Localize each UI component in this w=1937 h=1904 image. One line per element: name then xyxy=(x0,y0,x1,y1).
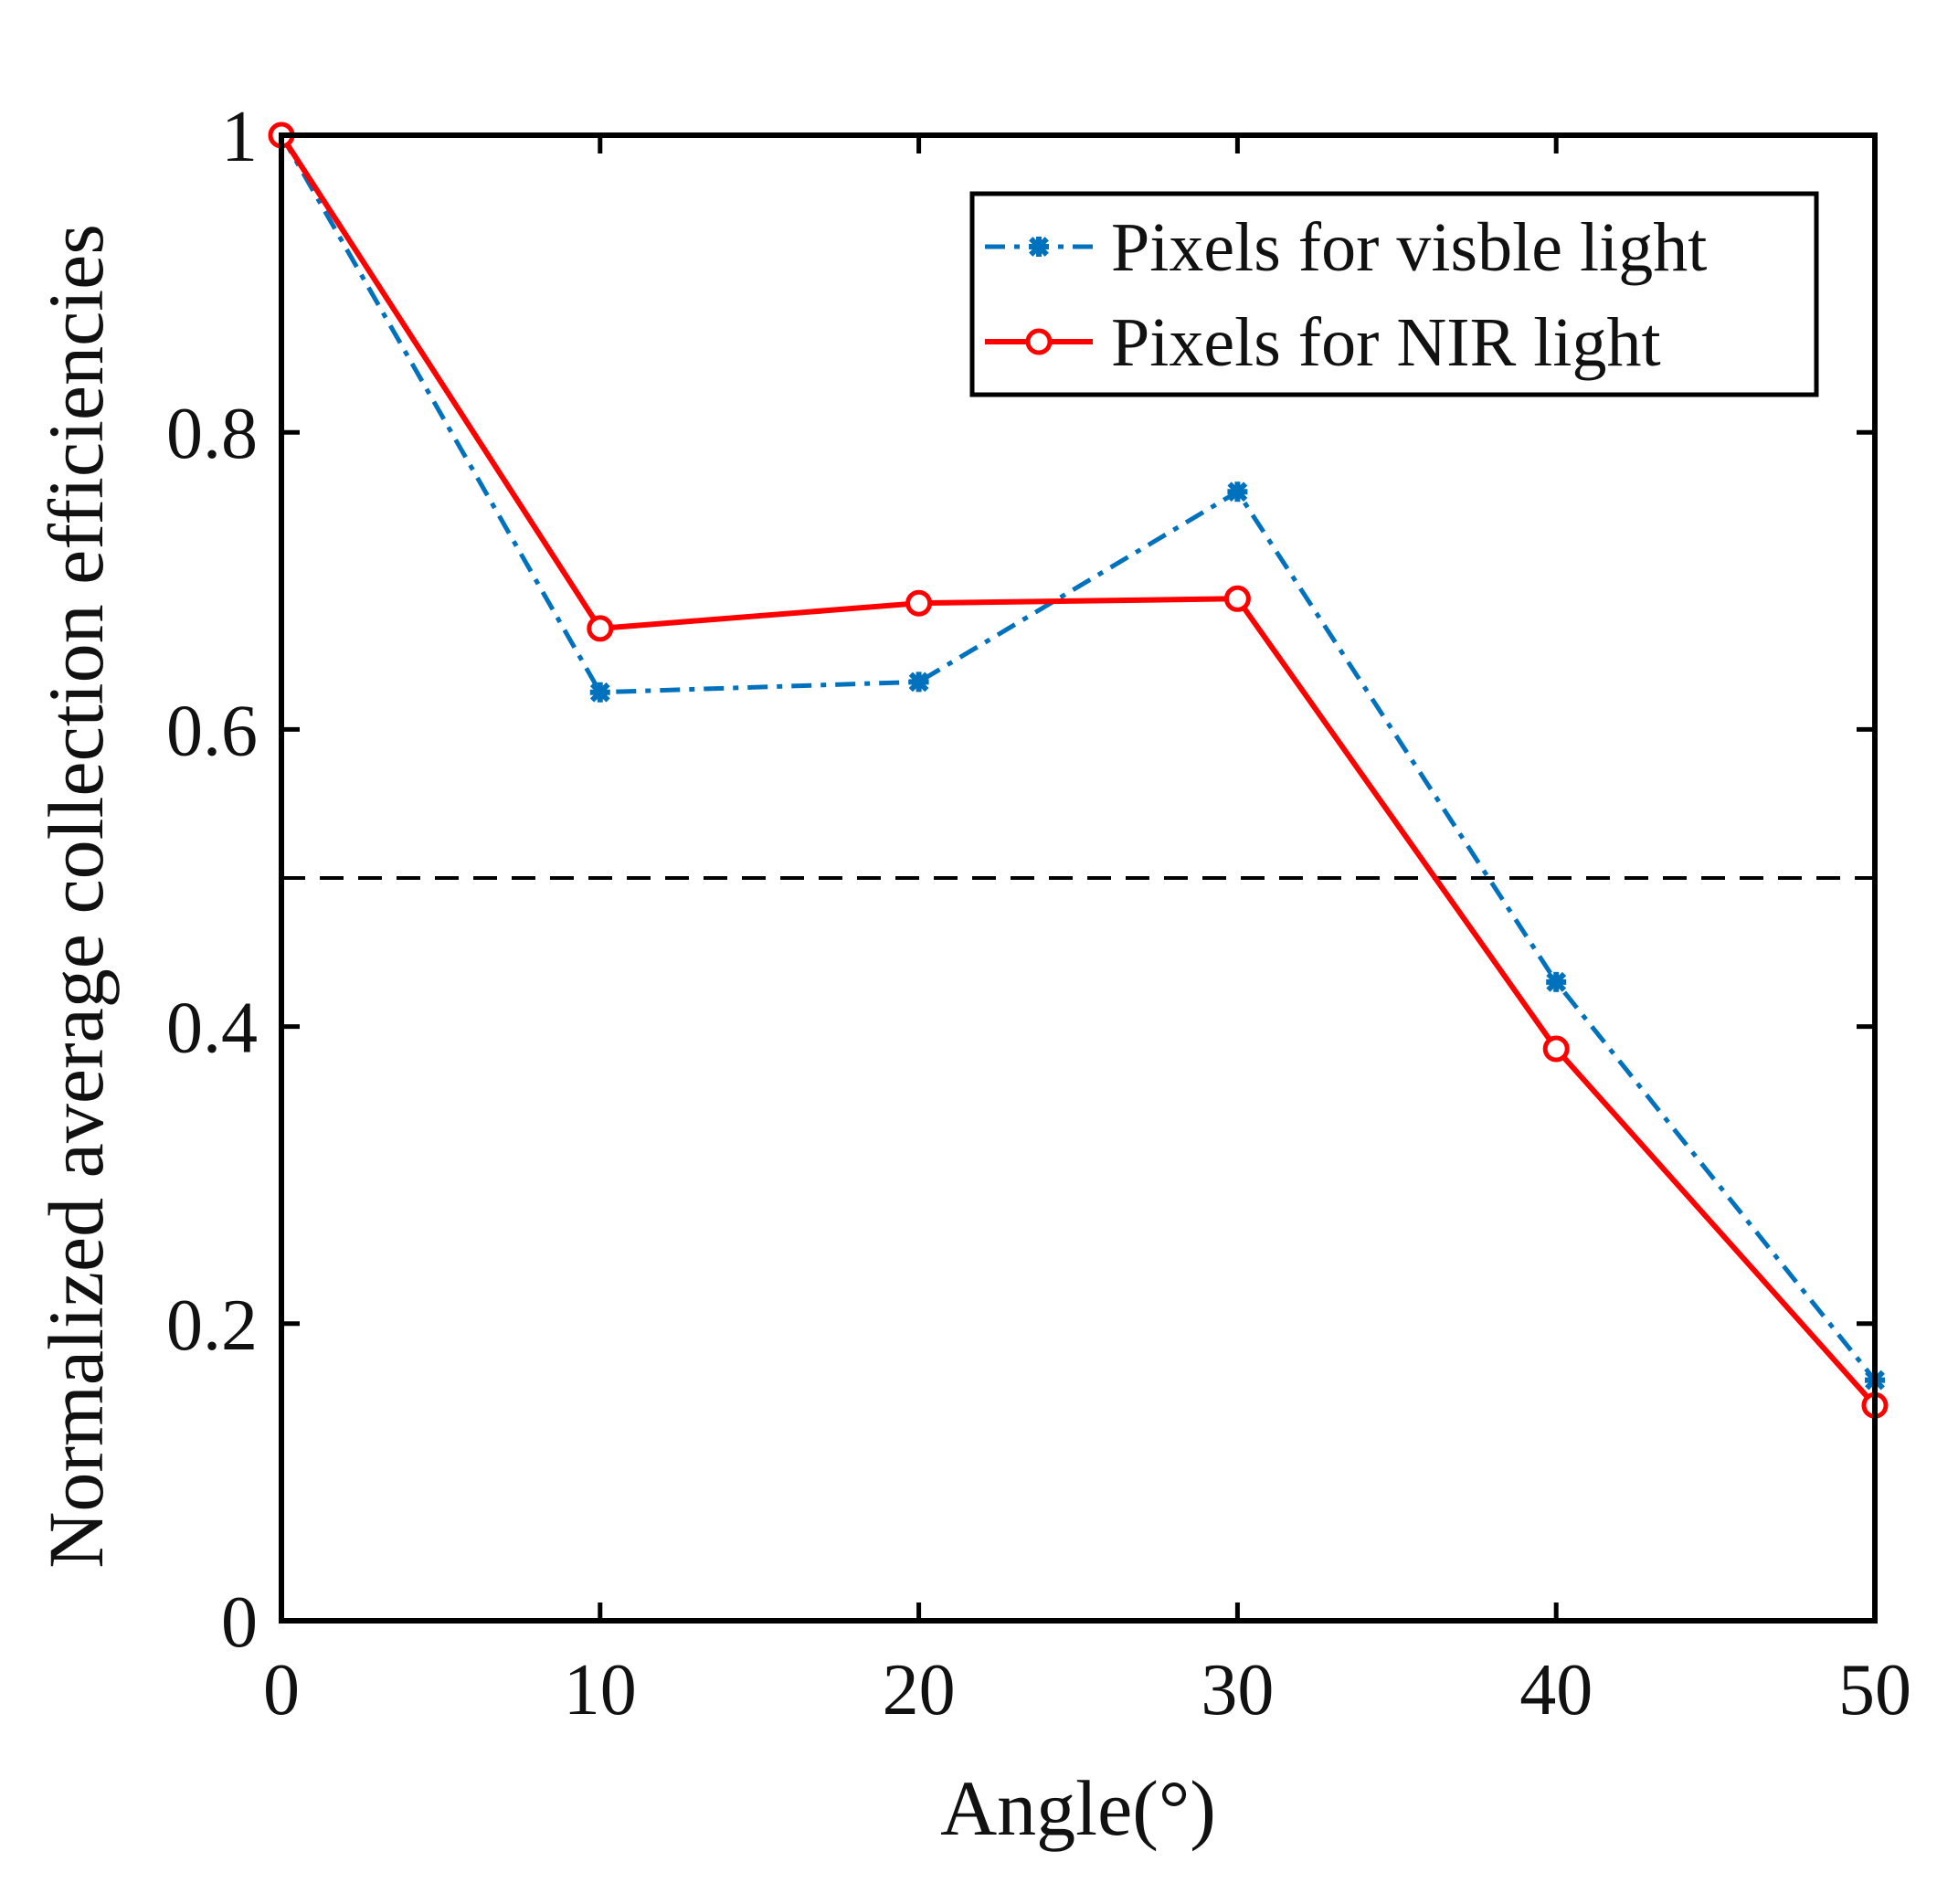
series-2-line xyxy=(279,133,1878,1408)
series-2-point xyxy=(905,589,933,617)
series-2-point xyxy=(1542,1035,1570,1063)
y-tick-label: 1 xyxy=(221,97,258,177)
plot-frame xyxy=(279,132,1878,1624)
series-1-point xyxy=(1227,481,1248,502)
series-2-point xyxy=(587,615,614,642)
ticks-layer xyxy=(279,132,1878,1624)
x-axis-label: Angle(°) xyxy=(940,1764,1216,1852)
series-1-point-d2 xyxy=(908,672,929,693)
legend-entry: Pixels for NIR light xyxy=(985,304,1661,381)
y-tick-label: 0 xyxy=(221,1582,258,1663)
tick-labels-layer: 0 10 20 30 40 50 0 0.2 0.4 0.6 0.8 1 xyxy=(166,97,1911,1730)
x-tick-label: 10 xyxy=(564,1650,637,1730)
x-tick-label: 20 xyxy=(883,1650,956,1730)
x-tick-label: 50 xyxy=(1838,1650,1911,1730)
y-tick-label: 0.8 xyxy=(166,394,258,474)
series-1-point-d2 xyxy=(589,682,610,703)
legend-label: Pixels for NIR light xyxy=(1111,304,1661,381)
legend-entries: Pixels for visble light Pixels for NIR li… xyxy=(985,209,1707,381)
y-tick-label: 0.2 xyxy=(166,1285,258,1366)
series-2-point xyxy=(1223,585,1251,612)
legend-marker-d2 xyxy=(1029,237,1049,257)
legend-label: Pixels for visble light xyxy=(1111,209,1707,286)
x-tick-label: 40 xyxy=(1519,1650,1593,1730)
x-tick-label: 0 xyxy=(263,1650,300,1730)
series-1-point-d2 xyxy=(1546,971,1567,992)
legend-marker xyxy=(1025,328,1053,355)
legend: Pixels for visble light Pixels for NIR li… xyxy=(969,191,1819,397)
x-tick-label: 30 xyxy=(1201,1650,1274,1730)
series-1-point-d2 xyxy=(1227,481,1248,502)
series-layer xyxy=(268,122,1889,1419)
series-1-line xyxy=(279,133,1877,1382)
legend-box xyxy=(969,191,1819,397)
series-1-point xyxy=(908,672,929,693)
legend-entry: Pixels for visble light xyxy=(985,209,1707,286)
y-axis-label: Normalized average collection efficienci… xyxy=(32,224,120,1569)
series-1-point xyxy=(1546,971,1567,992)
legend-marker xyxy=(1029,237,1049,257)
y-tick-label: 0.4 xyxy=(166,989,258,1069)
series-1-point xyxy=(589,682,610,703)
y-tick-label: 0.6 xyxy=(166,691,258,771)
